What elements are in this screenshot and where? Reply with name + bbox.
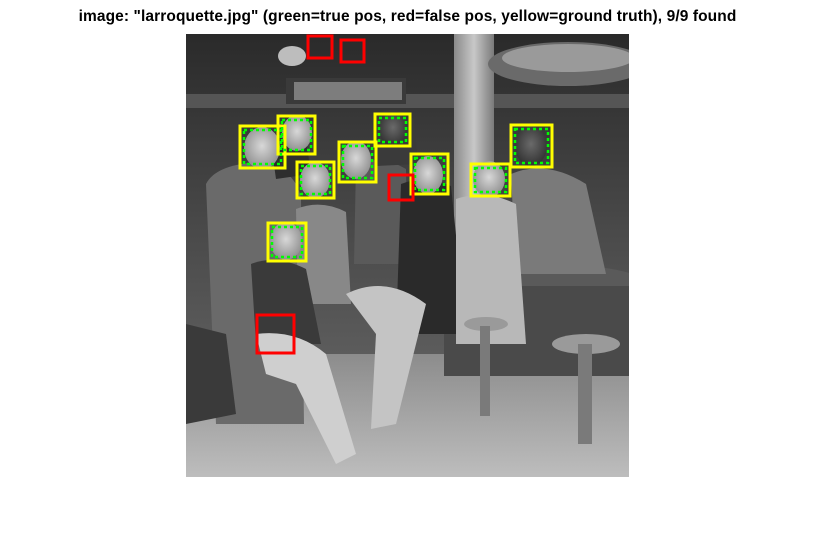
true-positive-box — [513, 127, 550, 165]
ground-truth-box — [276, 114, 317, 156]
true-positive-box — [473, 166, 508, 194]
figure-title: image: "larroquette.jpg" (green=true pos… — [78, 8, 737, 25]
true-positive-box — [299, 164, 332, 196]
true-positive-box — [280, 118, 313, 152]
ground-truth-box — [373, 112, 412, 148]
ground-truth-box — [509, 123, 554, 169]
ground-truth-boxes — [238, 112, 554, 263]
ground-truth-box — [238, 124, 287, 170]
true-positive-box — [341, 144, 374, 180]
ground-truth-box — [295, 160, 336, 200]
true-positive-box — [270, 225, 304, 259]
false-positive-box — [339, 38, 366, 64]
photo-canvas — [186, 34, 629, 477]
false-positive-box — [255, 313, 296, 355]
false-positive-boxes — [255, 34, 415, 355]
true-positive-box — [413, 156, 446, 192]
ground-truth-box — [266, 221, 308, 263]
false-positive-box — [387, 173, 415, 202]
true-positive-box — [377, 116, 408, 144]
false-positive-box — [306, 34, 334, 60]
ground-truth-box — [337, 140, 378, 184]
ground-truth-box — [469, 162, 512, 198]
true-positive-boxes — [242, 116, 550, 259]
group-of-people — [186, 110, 620, 464]
